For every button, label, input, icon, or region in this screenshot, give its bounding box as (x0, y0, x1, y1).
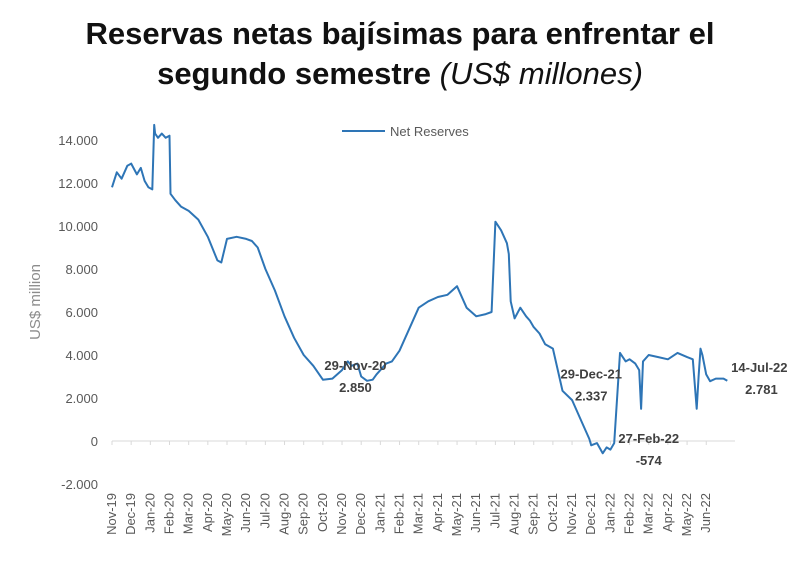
x-tick-label: Aug-20 (277, 493, 292, 535)
y-tick-label: 6.000 (65, 305, 98, 320)
x-tick-label: Jul-20 (257, 493, 272, 528)
x-tick-label: Oct-21 (545, 493, 560, 532)
x-tick-label: May-22 (679, 493, 694, 536)
chart-title-unit: (US$ millones) (439, 56, 643, 91)
x-tick-label: May-20 (219, 493, 234, 536)
x-tick-label: Mar-22 (641, 493, 656, 534)
y-tick-label: 12.000 (58, 176, 98, 191)
x-tick-label: Sep-20 (296, 493, 311, 535)
x-tick-label: Jun-22 (698, 493, 713, 533)
x-tick-label: Apr-22 (660, 493, 675, 532)
x-tick-label: Apr-21 (430, 493, 445, 532)
x-tick-label: Dec-20 (353, 493, 368, 535)
series-line-net-reserves (111, 123, 728, 455)
x-tick-label: Dec-21 (583, 493, 598, 535)
x-tick-label: Dec-19 (123, 493, 138, 535)
x-tick-label: May-21 (449, 493, 464, 536)
y-axis: -2.000 0 2.000 4.000 6.000 8.000 10.000 12.000 1… (58, 133, 98, 492)
x-tick-label: Oct-20 (315, 493, 330, 532)
annotation-value: 2.781 (745, 382, 778, 397)
chart-title: Reservas netas bajísimas para enfrentar … (0, 14, 800, 94)
annotation-value: 2.850 (339, 380, 372, 395)
annotation-value: 2.337 (575, 389, 608, 404)
x-tick-label: Jul-21 (487, 493, 502, 528)
chart-title-line2-text: segundo semestre (157, 56, 432, 91)
annotation-date: 27-Feb-22 (618, 431, 679, 446)
legend-label: Net Reserves (390, 124, 469, 139)
legend: Net Reserves (342, 124, 469, 139)
x-tick-label: Sep-21 (526, 493, 541, 535)
y-tick-label: 8.000 (65, 262, 98, 277)
x-tick-label: Jun-21 (468, 493, 483, 533)
annotations: 29-Nov-20 2.850 29-Dec-21 2.337 27-Feb-22 -57… (324, 358, 787, 468)
chart-title-line2: segundo semestre (US$ millones) (0, 54, 800, 94)
y-axis-label: US$ million (27, 264, 44, 340)
x-tick-label: Feb-22 (622, 493, 637, 534)
x-tick-label: Jun-20 (238, 493, 253, 533)
y-tick-label: 14.000 (58, 133, 98, 148)
x-tick-label: Mar-21 (411, 493, 426, 534)
annotation-date: 14-Jul-22 (731, 360, 787, 375)
annotation-value: -574 (636, 453, 663, 468)
y-tick-label: -2.000 (61, 477, 98, 492)
x-tick-label: Mar-20 (181, 493, 196, 534)
annotation-date: 29-Nov-20 (324, 358, 386, 373)
x-tick-label: Nov-21 (564, 493, 579, 535)
x-tick-label: Aug-21 (507, 493, 522, 535)
x-tick-label: Jan-20 (142, 493, 157, 533)
annotation-date: 29-Dec-21 (561, 367, 622, 382)
x-tick-label: Nov-19 (104, 493, 119, 535)
x-tick-label: Jan-22 (602, 493, 617, 533)
y-tick-label: 4.000 (65, 348, 98, 363)
y-tick-label: 2.000 (65, 391, 98, 406)
x-tick-label: Apr-20 (200, 493, 215, 532)
y-tick-label: 0 (91, 434, 98, 449)
x-tick-label: Nov-20 (334, 493, 349, 535)
series-layer (111, 123, 728, 455)
x-tick-label: Jan-21 (372, 493, 387, 533)
chart-title-line1: Reservas netas bajísimas para enfrentar … (85, 16, 715, 51)
x-tick-label: Feb-20 (162, 493, 177, 534)
x-axis: Nov-19 Dec-19 Jan-20 Feb-20 Mar-20 Apr-20 May-… (104, 441, 713, 536)
x-tick-label: Feb-21 (392, 493, 407, 534)
y-tick-label: 10.000 (58, 219, 98, 234)
